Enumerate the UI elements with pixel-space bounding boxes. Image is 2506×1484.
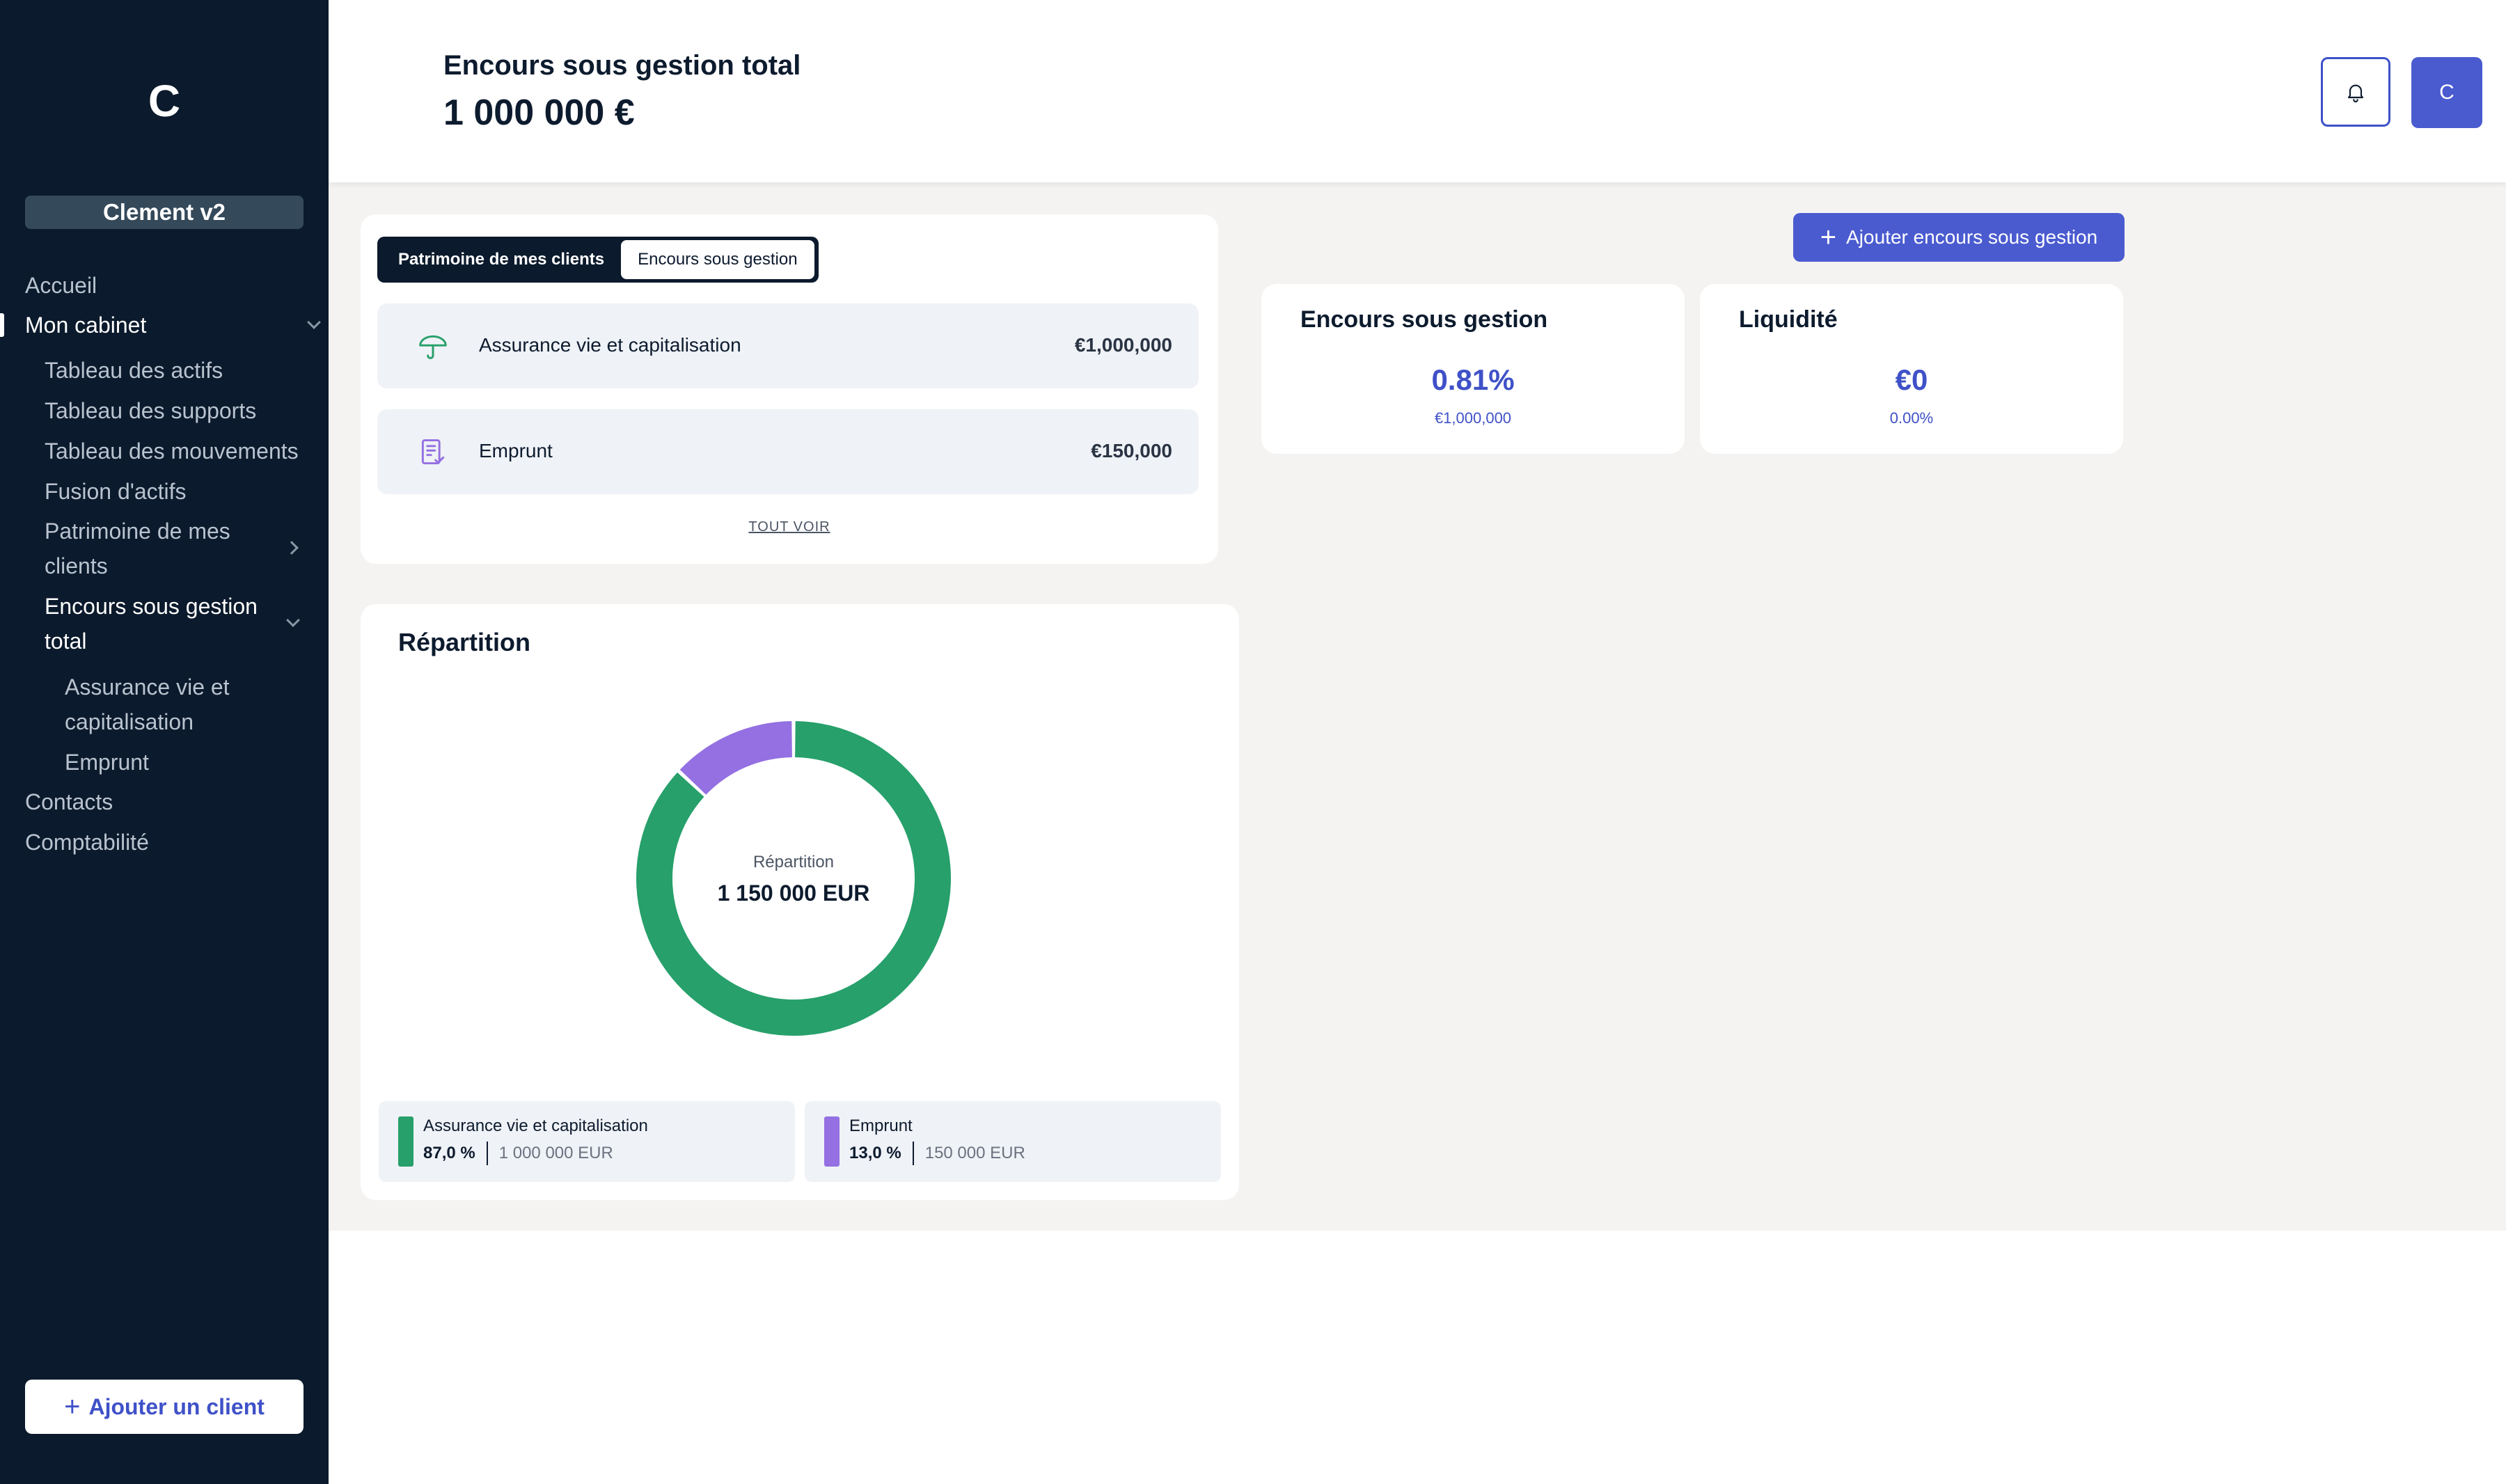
assets-card: Patrimoine de mes clients Encours sous g… bbox=[361, 214, 1218, 564]
legend-values: 87,0 % 1 000 000 EUR bbox=[423, 1142, 613, 1165]
bell-icon bbox=[2347, 84, 2364, 102]
plus-icon: + bbox=[64, 1391, 81, 1422]
nav-life-insurance[interactable]: Assurance vie et capitalisation bbox=[65, 674, 230, 734]
asset-value: €1,000,000 bbox=[1074, 334, 1172, 356]
nav-assets-table[interactable]: Tableau des actifs bbox=[45, 358, 223, 383]
chevron-down-icon[interactable] bbox=[307, 315, 321, 329]
asset-label: Assurance vie et capitalisation bbox=[479, 334, 741, 356]
add-aum-button[interactable]: + Ajouter encours sous gestion bbox=[1793, 213, 2125, 262]
nav-supports-table[interactable]: Tableau des supports bbox=[45, 398, 257, 423]
legend-amount: 150 000 EUR bbox=[924, 1144, 1025, 1162]
page-title: Encours sous gestion total bbox=[443, 50, 801, 81]
liquidity-stat-card: Liquidité €0 0.00% bbox=[1700, 284, 2123, 454]
asset-label: Emprunt bbox=[479, 440, 553, 461]
sidebar: C Clement v2 Accueil Mon cabinet Tableau… bbox=[0, 0, 329, 1484]
legend-swatch bbox=[824, 1116, 840, 1167]
nav-accounting[interactable]: Comptabilité bbox=[25, 830, 149, 855]
add-client-button[interactable]: + Ajouter un client bbox=[25, 1380, 304, 1434]
legend-amount: 1 000 000 EUR bbox=[498, 1144, 613, 1162]
stat-value: 0.81% bbox=[1431, 363, 1515, 396]
chevron-right-icon[interactable] bbox=[285, 541, 299, 555]
nav-client-wealth[interactable]: Patrimoine de mes clients bbox=[45, 519, 230, 578]
add-client-label: Ajouter un client bbox=[88, 1394, 265, 1419]
document-check-icon bbox=[421, 439, 445, 465]
legend-divider bbox=[912, 1142, 914, 1165]
stat-value: €0 bbox=[1895, 363, 1928, 396]
legend-values: 13,0 % 150 000 EUR bbox=[849, 1142, 1025, 1165]
main-area: Encours sous gestion total 1 000 000 € C… bbox=[329, 0, 2506, 1484]
add-aum-label: Ajouter encours sous gestion bbox=[1846, 226, 2098, 248]
asset-row[interactable]: Assurance vie et capitalisation €1,000,0… bbox=[377, 303, 1199, 388]
chevron-down-icon[interactable] bbox=[286, 613, 300, 627]
nav-movements-table[interactable]: Tableau des mouvements bbox=[45, 439, 299, 464]
stat-subvalue: €1,000,000 bbox=[1434, 409, 1512, 427]
donut-center-value: 1 150 000 EUR bbox=[718, 881, 870, 906]
workspace-badge[interactable]: Clement v2 bbox=[25, 196, 304, 229]
page-header: Encours sous gestion total 1 000 000 € C bbox=[329, 0, 2506, 182]
tab-aum[interactable]: Encours sous gestion bbox=[621, 240, 814, 279]
stat-subvalue: 0.00% bbox=[1889, 409, 1934, 427]
umbrella-icon bbox=[419, 335, 447, 359]
stat-title: Liquidité bbox=[1739, 306, 1838, 333]
notifications-button[interactable] bbox=[2321, 57, 2390, 127]
aum-stat-card: Encours sous gestion 0.81% €1,000,000 bbox=[1261, 284, 1685, 454]
legend-item: Assurance vie et capitalisation 87,0 % 1… bbox=[379, 1101, 795, 1182]
user-avatar-button[interactable]: C bbox=[2411, 57, 2482, 128]
asset-value: €150,000 bbox=[1091, 440, 1172, 461]
nav-my-firm[interactable]: Mon cabinet bbox=[25, 313, 147, 338]
active-indicator bbox=[0, 313, 4, 337]
see-all-link[interactable]: TOUT VOIR bbox=[748, 519, 830, 535]
legend-percent: 13,0 % bbox=[849, 1144, 901, 1162]
repartition-title: Répartition bbox=[398, 628, 531, 656]
nav-home[interactable]: Accueil bbox=[25, 273, 97, 298]
legend-swatch bbox=[398, 1116, 413, 1167]
legend-name: Assurance vie et capitalisation bbox=[423, 1116, 648, 1135]
asset-row[interactable]: Emprunt €150,000 bbox=[377, 409, 1199, 494]
legend-item: Emprunt 13,0 % 150 000 EUR bbox=[805, 1101, 1221, 1182]
app-logo[interactable]: C bbox=[148, 76, 181, 126]
total-amount: 1 000 000 € bbox=[443, 93, 635, 133]
nav-total-aum[interactable]: Encours sous gestion total bbox=[45, 594, 258, 654]
repartition-card: Répartition Répartition 1 150 000 EUR As… bbox=[361, 604, 1239, 1200]
legend-name: Emprunt bbox=[849, 1116, 913, 1135]
nav-loan[interactable]: Emprunt bbox=[65, 750, 149, 775]
view-tabs: Patrimoine de mes clients Encours sous g… bbox=[377, 237, 819, 283]
donut-chart: Répartition 1 150 000 EUR bbox=[636, 721, 951, 1036]
nav-contacts[interactable]: Contacts bbox=[25, 789, 113, 814]
legend-divider bbox=[486, 1142, 488, 1165]
donut-center-label: Répartition bbox=[753, 853, 834, 871]
legend-percent: 87,0 % bbox=[423, 1144, 475, 1162]
nav-asset-merge[interactable]: Fusion d'actifs bbox=[45, 479, 187, 504]
plus-icon: + bbox=[1820, 222, 1837, 253]
donut-slice-loan[interactable] bbox=[679, 721, 792, 795]
stat-title: Encours sous gestion bbox=[1300, 306, 1548, 333]
tab-client-wealth[interactable]: Patrimoine de mes clients bbox=[398, 250, 605, 269]
content-area: Patrimoine de mes clients Encours sous g… bbox=[329, 182, 2506, 1231]
